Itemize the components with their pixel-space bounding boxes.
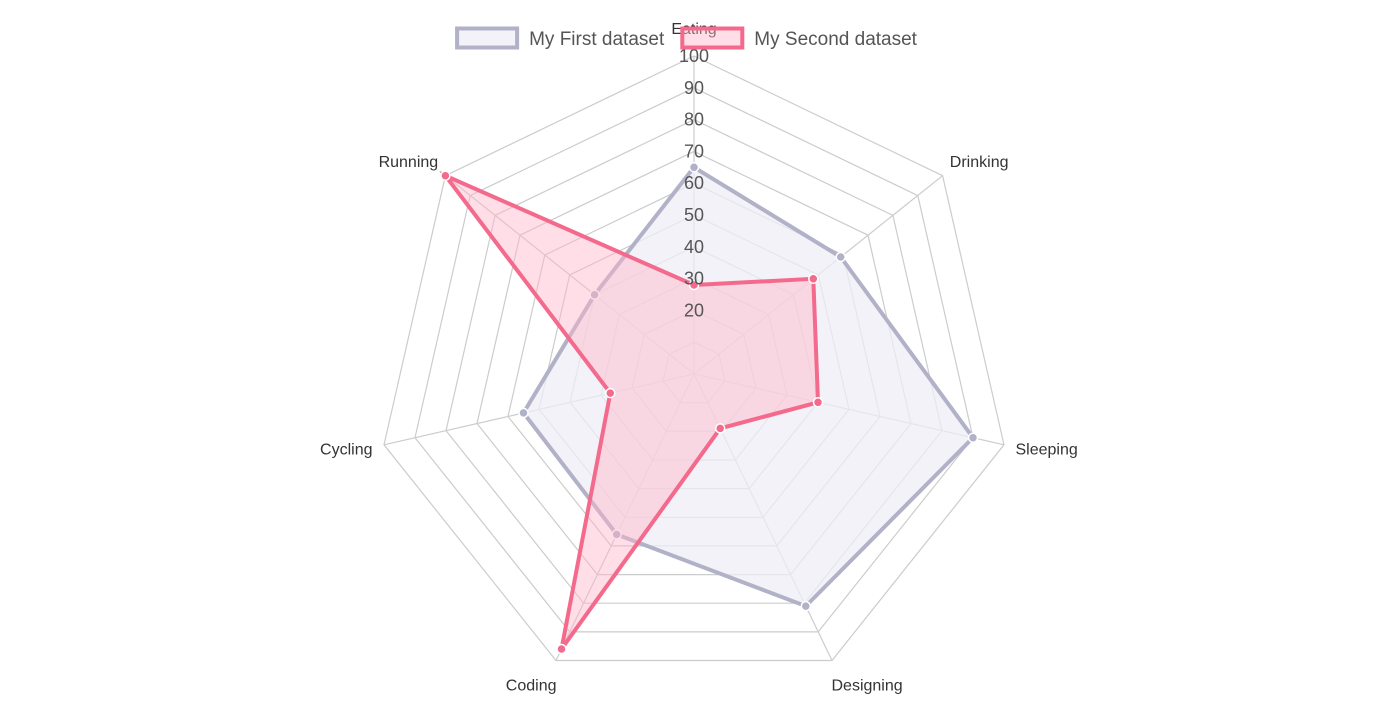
- series-1-point-drinking[interactable]: [835, 251, 846, 263]
- grid-ring-90: [414, 87, 974, 633]
- tick-label-20: 20: [684, 300, 704, 320]
- tick-label-60: 60: [684, 173, 704, 193]
- series-2-point-drinking[interactable]: [808, 273, 819, 285]
- legend-item-2[interactable]: My Second dataset: [680, 26, 918, 51]
- series-1-area: [521, 164, 976, 609]
- grid-ring-80: [445, 118, 943, 604]
- series-1-point-cycling[interactable]: [518, 407, 529, 419]
- tick-label-40: 40: [684, 237, 704, 257]
- radar-axis-labels: EatingDrinkingSleepingDesigningCodingCyc…: [320, 21, 1078, 694]
- legend: My First dataset My Second dataset: [455, 26, 918, 51]
- tick-label-100: 100: [679, 46, 709, 66]
- series-2-point-sleeping[interactable]: [812, 397, 824, 408]
- legend-item-1[interactable]: My First dataset: [455, 26, 665, 51]
- tick-label-90: 90: [684, 78, 704, 98]
- tick-label-70: 70: [684, 141, 704, 161]
- radar-tick-labels: 20 30 40 50 60 70 80 90 100: [679, 46, 709, 320]
- axis-label-designing: Designing: [832, 677, 903, 694]
- legend-item-1-label: My First dataset: [529, 29, 665, 50]
- legend-item-2-swatch: [680, 26, 745, 50]
- tick-label-80: 80: [684, 110, 704, 130]
- series-1-point-designing[interactable]: [800, 600, 812, 612]
- series-1-point-running[interactable]: [589, 289, 600, 300]
- series-1-point-coding[interactable]: [611, 529, 622, 540]
- grid-ring-100: [383, 55, 1005, 662]
- series-2-point-designing[interactable]: [714, 423, 726, 434]
- series-1-point-eating[interactable]: [688, 162, 700, 173]
- axis-label-running: Running: [379, 154, 439, 171]
- series-2-point-eating[interactable]: [688, 279, 700, 291]
- series-1-point-sleeping[interactable]: [967, 432, 979, 443]
- axis-label-cycling: Cycling: [320, 442, 372, 459]
- series-2-point-coding[interactable]: [556, 643, 567, 655]
- axis-label-coding: Coding: [506, 677, 557, 694]
- axis-label-sleeping: Sleeping: [1016, 442, 1078, 459]
- tick-label-30: 30: [684, 269, 704, 289]
- series-2-area: [439, 170, 821, 651]
- legend-item-2-label: My Second dataset: [754, 29, 917, 50]
- series-2-point-cycling[interactable]: [605, 387, 616, 399]
- series-2-point-running[interactable]: [440, 170, 451, 181]
- tick-label-50: 50: [684, 205, 704, 225]
- legend-item-1-swatch: [455, 26, 520, 50]
- axis-label-drinking: Drinking: [950, 154, 1009, 171]
- radar-series: [439, 162, 979, 655]
